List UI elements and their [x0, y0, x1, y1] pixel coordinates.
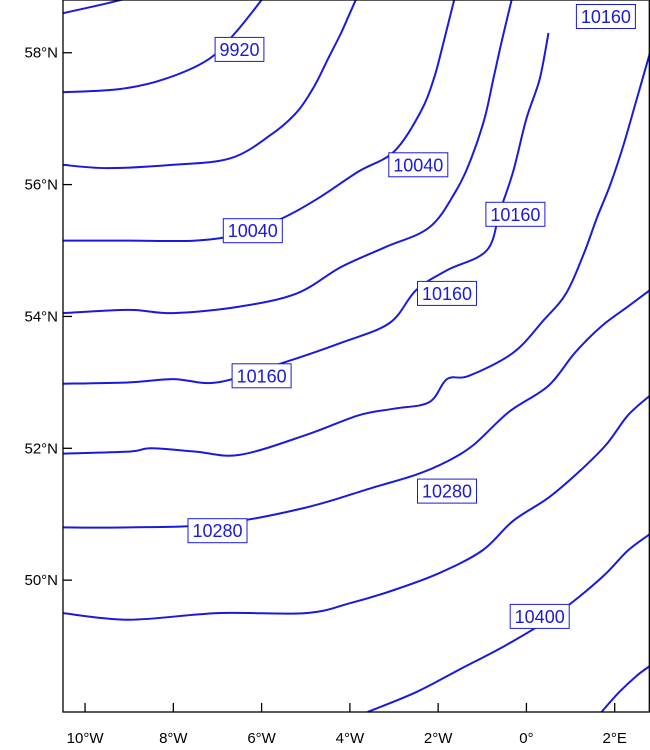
contour-label-box [388, 152, 449, 178]
contour-line [62, 394, 650, 621]
contour-label-box [214, 36, 265, 62]
contour-label-text: 10160 [237, 366, 287, 386]
contour-label-text: 10280 [192, 521, 242, 541]
contour-label-box [575, 4, 636, 29]
contour-label-box [485, 201, 546, 227]
contour-line [62, 0, 263, 94]
contour-label-text: 10040 [393, 155, 443, 175]
x-tick-label: 0° [519, 730, 533, 747]
y-tick-label: 50°N [24, 572, 58, 589]
contour-label-text: 9920 [219, 40, 259, 60]
contour-line [62, 289, 650, 529]
contour-line [62, 0, 357, 170]
contour-label: 10160 [485, 201, 546, 227]
contour-line [62, 0, 125, 15]
contour-line [62, 32, 550, 385]
contour-lines [62, 0, 650, 713]
contour-labels: 9920 10040 10040 10160 10160 10160 10160 10280 1… [187, 4, 636, 629]
contour-label-text: 10280 [422, 482, 472, 502]
contour-label-box [187, 518, 248, 544]
contour-label-box [417, 478, 477, 504]
contour-label: 10280 [417, 478, 477, 504]
contour-label: 10040 [222, 218, 283, 244]
contour-line [62, 52, 650, 457]
contour-label: 10160 [575, 4, 636, 29]
contour-line [367, 533, 650, 713]
x-tick-label: 4°W [336, 730, 365, 747]
y-tick-label: 56°N [24, 177, 58, 194]
x-tick-label: 2°E [603, 730, 627, 747]
y-tick-label: 58°N [24, 45, 58, 62]
contour-label-box [231, 363, 292, 389]
contour-label: 10280 [187, 518, 248, 544]
contour-label: 9920 [214, 36, 265, 62]
contour-label-box [222, 218, 283, 244]
contour-label: 10040 [388, 152, 449, 178]
contour-label-box [509, 603, 570, 629]
x-tick-label: 10°W [67, 730, 105, 747]
contour-label: 10160 [231, 363, 292, 389]
axis-ticks: 10°W 8°W 6°W 4°W 2°W 0° 2°E 50°N 52°N 54°N 56°N 58°… [24, 45, 626, 747]
contour-label-text: 10160 [581, 7, 631, 27]
contour-label-box [417, 280, 477, 306]
contour-line [62, 0, 513, 315]
contour-label-text: 10400 [515, 607, 565, 627]
y-tick-label: 54°N [24, 308, 58, 325]
contour-label: 10400 [509, 603, 570, 629]
contour-label-text: 10160 [490, 205, 540, 225]
contour-line [63, 0, 456, 243]
contour-label: 10160 [417, 280, 477, 306]
y-tick-label: 52°N [24, 440, 58, 457]
contour-label-text: 10160 [422, 284, 472, 304]
contour-label-text: 10040 [228, 221, 278, 241]
map-frame [62, 0, 650, 713]
x-tick-label: 8°W [159, 730, 188, 747]
x-tick-label: 2°W [424, 730, 453, 747]
x-tick-label: 6°W [247, 730, 276, 747]
contour-line [600, 665, 650, 713]
